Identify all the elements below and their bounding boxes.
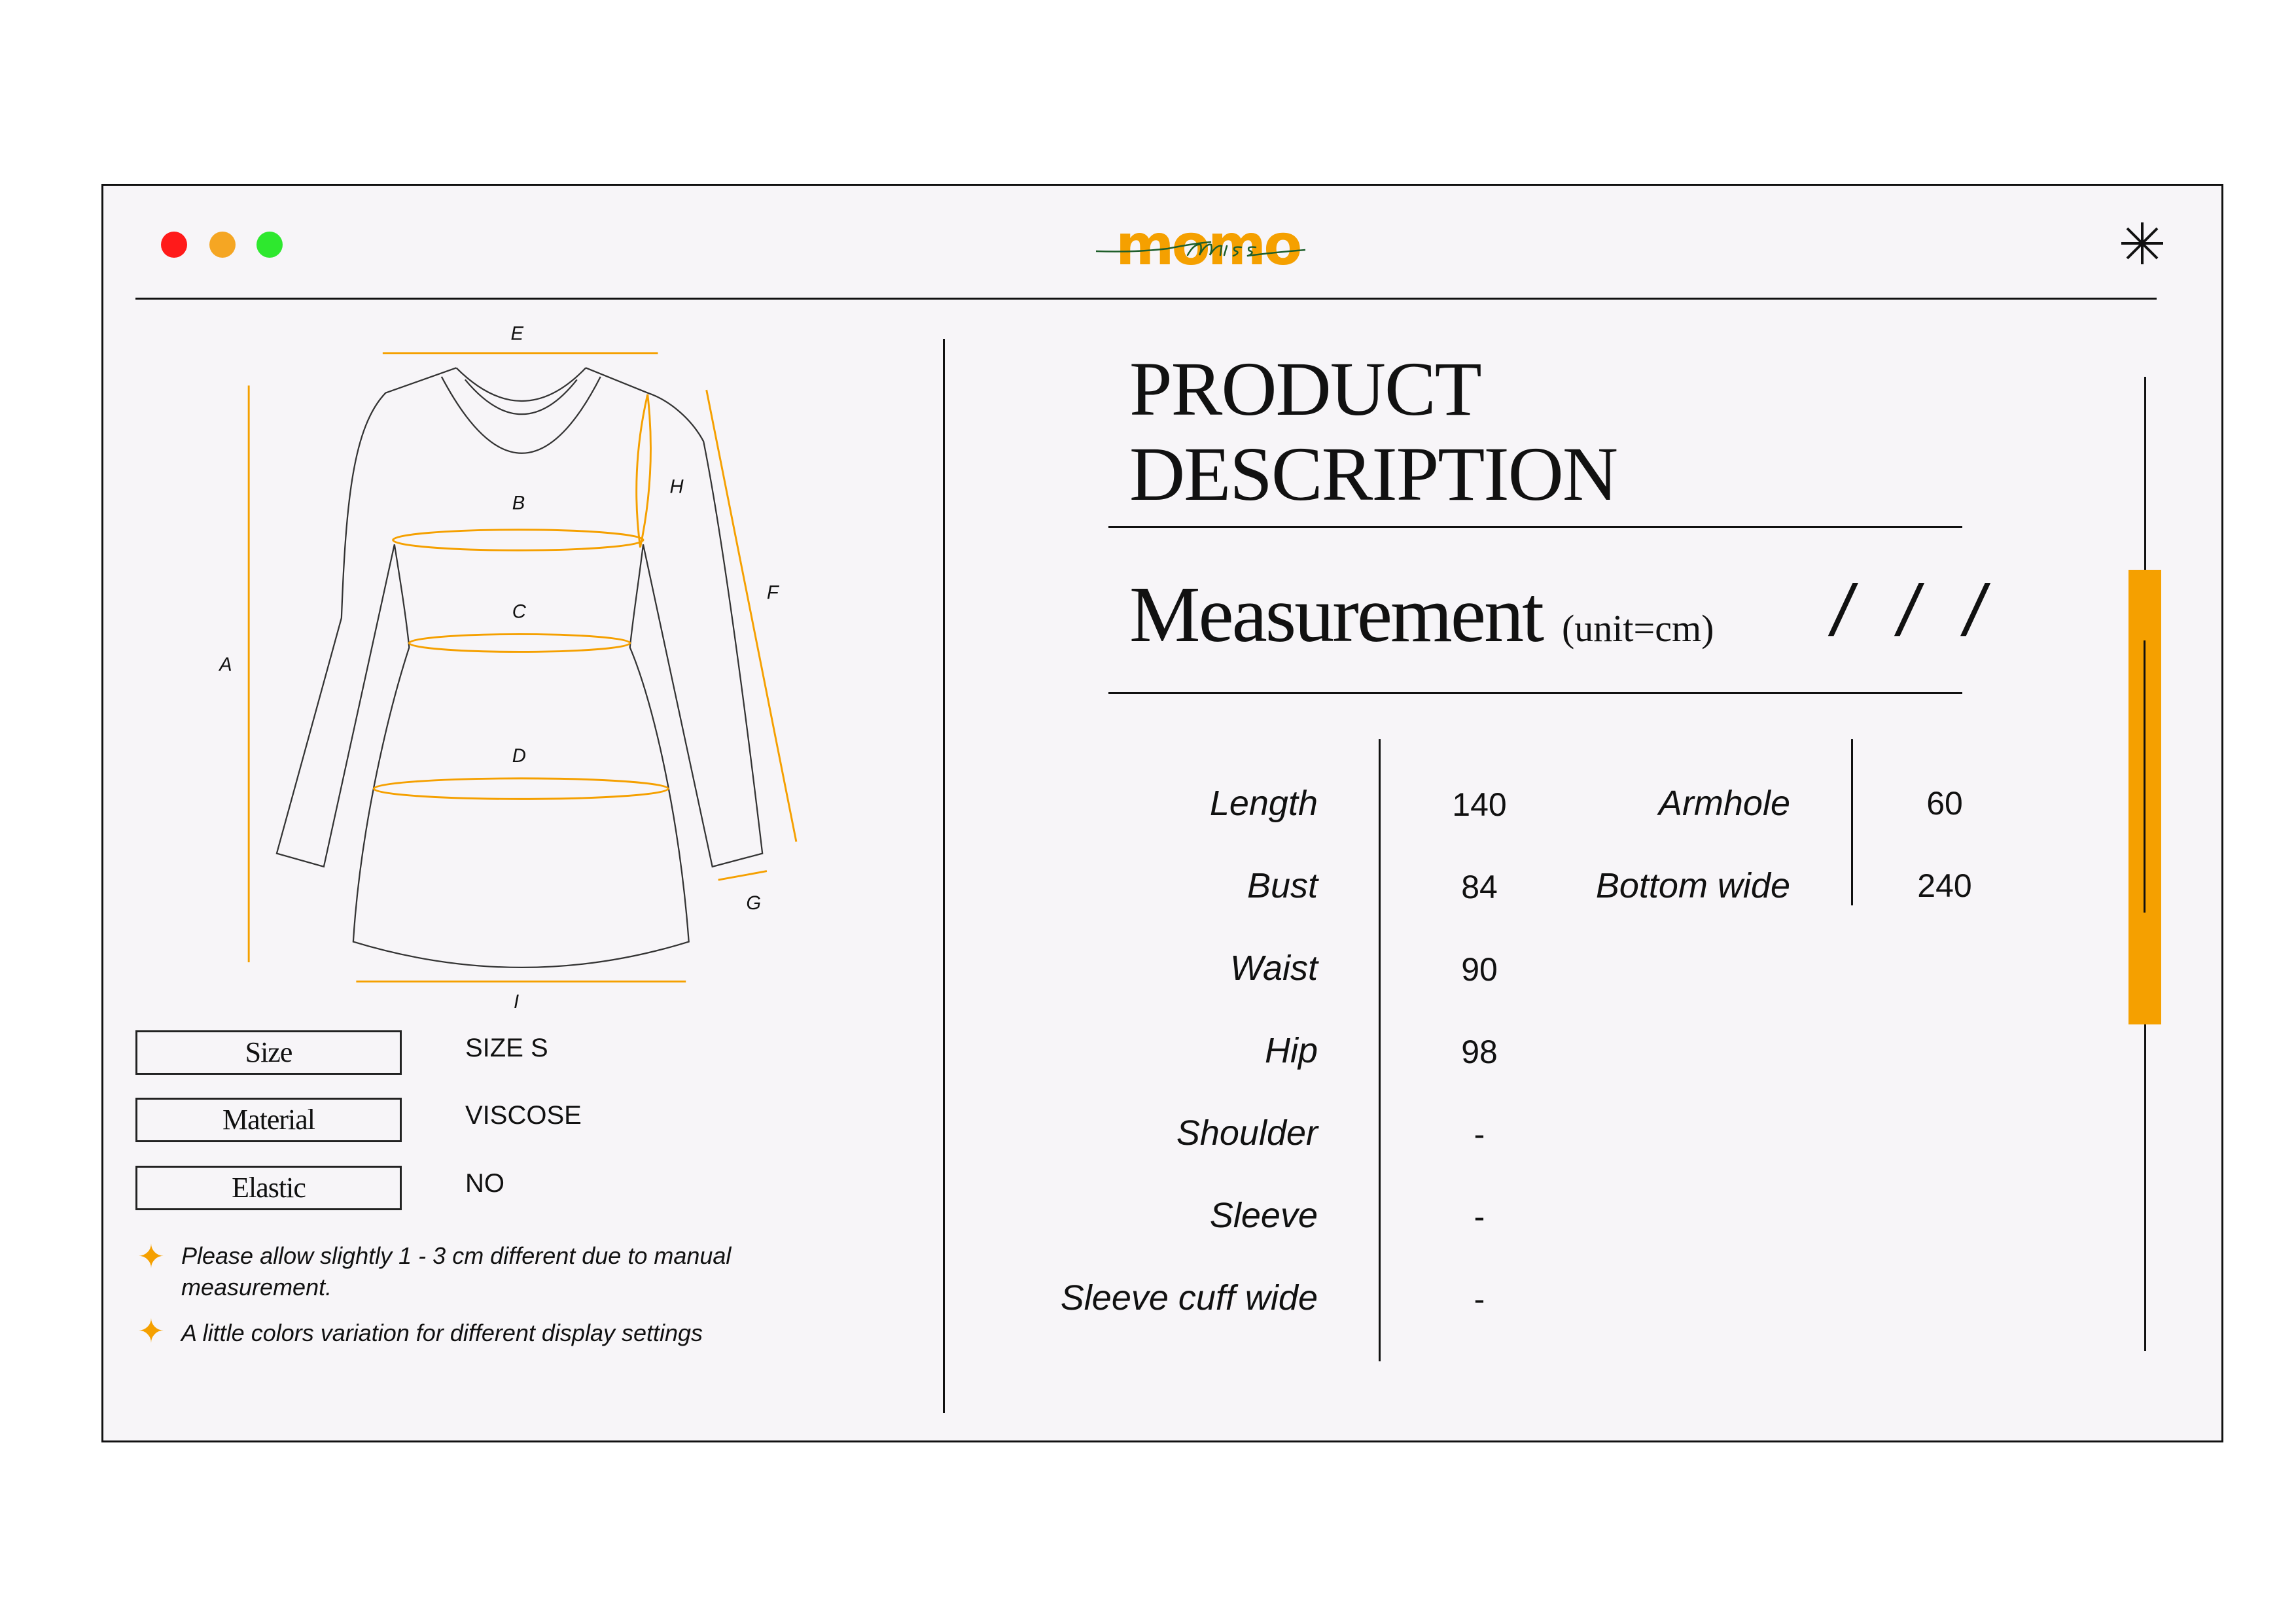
attr-material-label: Material — [135, 1098, 402, 1142]
attr-size-value: SIZE S — [465, 1034, 548, 1062]
sparkle-icon: ✦ — [137, 1238, 165, 1275]
row-label: Sleeve — [1209, 1196, 1318, 1235]
label-b: B — [512, 493, 525, 514]
label-c: C — [512, 602, 527, 623]
measure-f-arrow — [705, 389, 798, 842]
header-divider — [135, 298, 2157, 300]
row-label: Armhole — [1658, 784, 1790, 823]
row-label: Shoulder — [1176, 1113, 1318, 1153]
note-2: A little colors variation for different … — [181, 1319, 703, 1346]
label-d: D — [512, 746, 526, 767]
table-divider-right — [1851, 739, 1853, 905]
maximize-button[interactable] — [256, 232, 283, 258]
row-value: 98 — [1461, 1034, 1498, 1070]
sparkle-icon: ✦ — [137, 1313, 165, 1350]
row-value: - — [1474, 1281, 1485, 1318]
title-divider — [1108, 526, 1962, 528]
slashes-decoration: / / / — [1832, 570, 1998, 651]
measure-b-loop — [392, 529, 645, 551]
row-label: Waist — [1229, 949, 1318, 988]
close-button[interactable] — [161, 232, 187, 258]
window-frame — [101, 184, 2223, 1442]
page-title: PRODUCT DESCRIPTION — [1129, 346, 1618, 517]
row-value: 60 — [1926, 785, 1963, 822]
row-label: Sleeve cuff wide — [1060, 1278, 1318, 1318]
attr-elastic-value: NO — [465, 1169, 504, 1198]
measurement-divider — [1108, 692, 1962, 694]
note-1: Please allow slightly 1 - 3 cm different… — [181, 1242, 732, 1300]
row-label: Length — [1209, 784, 1318, 823]
label-h: H — [669, 477, 684, 498]
attr-size-label: Size — [135, 1030, 402, 1075]
measure-d-loop — [372, 777, 669, 800]
attr-material-value: VISCOSE — [465, 1101, 582, 1130]
label-e: E — [511, 324, 524, 345]
measure-g-arrow — [718, 870, 768, 881]
label-a: A — [218, 655, 232, 676]
dress-outline — [275, 367, 764, 968]
row-value: 84 — [1461, 869, 1498, 905]
row-label: Bust — [1246, 866, 1318, 905]
scrollbar-thumb[interactable] — [2128, 570, 2161, 1024]
row-value: 90 — [1461, 951, 1498, 988]
row-value: - — [1474, 1116, 1485, 1153]
logo-script-signature — [1096, 241, 1305, 257]
row-value: - — [1474, 1198, 1485, 1235]
panel-divider — [943, 339, 945, 1413]
row-label: Hip — [1264, 1031, 1318, 1070]
measure-c-loop — [408, 633, 631, 653]
label-g: G — [746, 893, 761, 914]
logo: momo — [1096, 216, 1305, 275]
measurement-heading: Measurement (unit=cm) — [1129, 570, 1714, 659]
row-value: 140 — [1452, 786, 1507, 823]
minimize-button[interactable] — [209, 232, 236, 258]
row-value: 240 — [1917, 867, 1972, 904]
measure-h-loop — [635, 394, 652, 548]
label-f: F — [767, 582, 780, 603]
label-i: I — [514, 992, 519, 1013]
table-divider — [1379, 739, 1381, 1361]
asterisk-icon[interactable] — [2119, 220, 2166, 267]
row-label: Bottom wide — [1595, 866, 1790, 905]
attr-elastic-label: Elastic — [135, 1166, 402, 1210]
